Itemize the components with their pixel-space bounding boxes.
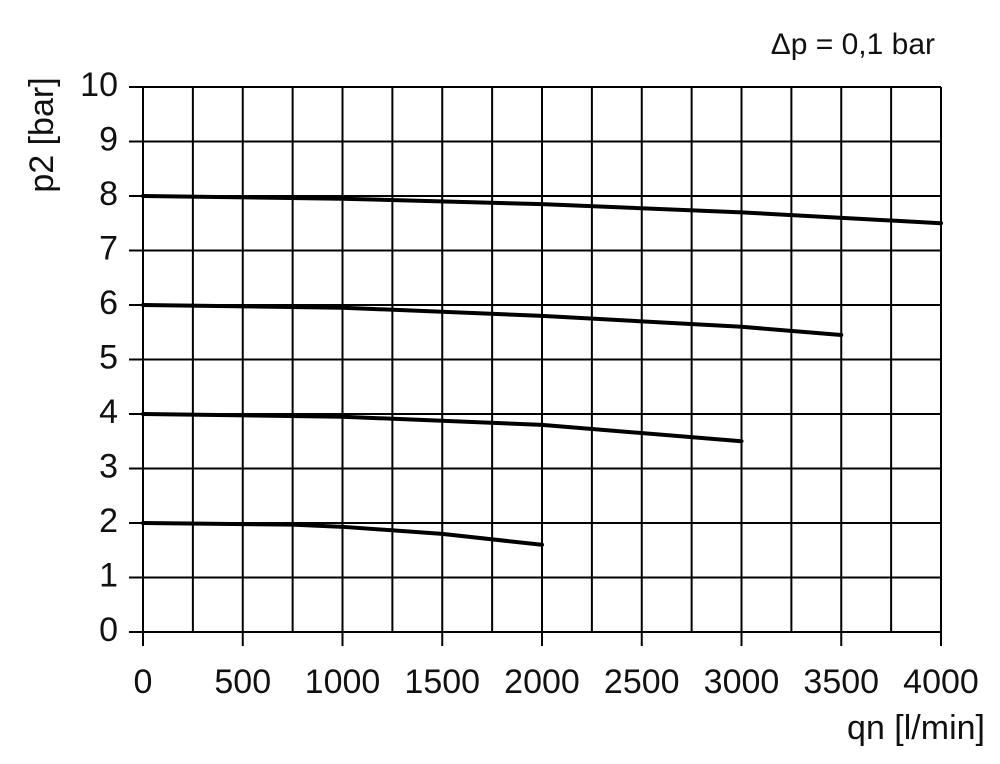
y-tick-label: 6: [99, 284, 118, 322]
x-tick-label: 1000: [305, 663, 381, 701]
x-tick-label: 2500: [604, 663, 680, 701]
y-tick-label: 8: [99, 175, 118, 213]
y-tick-label: 5: [99, 338, 118, 376]
x-tick-label: 3000: [704, 663, 780, 701]
series-line: [141, 194, 943, 226]
series-line: [141, 412, 744, 444]
y-tick-label: 3: [99, 447, 118, 485]
x-tick-label: 3500: [803, 663, 879, 701]
y-tick-label: 2: [99, 502, 118, 540]
y-tick-label: 9: [99, 120, 118, 158]
x-axis-label: qn [l/min]: [847, 709, 985, 747]
y-axis-label: p2 [bar]: [23, 77, 61, 192]
y-tick-label: 0: [99, 611, 118, 649]
x-tick-label: 2000: [504, 663, 580, 701]
y-tick-label: 4: [99, 393, 118, 431]
y-tick-label: 1: [99, 556, 118, 594]
y-tick-label: 7: [99, 229, 118, 267]
series-line: [141, 521, 544, 547]
x-tick-label: 500: [214, 663, 271, 701]
annotation: Δp = 0,1 bar: [771, 28, 935, 61]
x-tick-label: 0: [134, 663, 153, 701]
x-tick-label: 4000: [903, 663, 979, 701]
y-tick-label: 10: [80, 66, 118, 104]
series-line: [141, 303, 844, 337]
x-tick-label: 1500: [404, 663, 480, 701]
